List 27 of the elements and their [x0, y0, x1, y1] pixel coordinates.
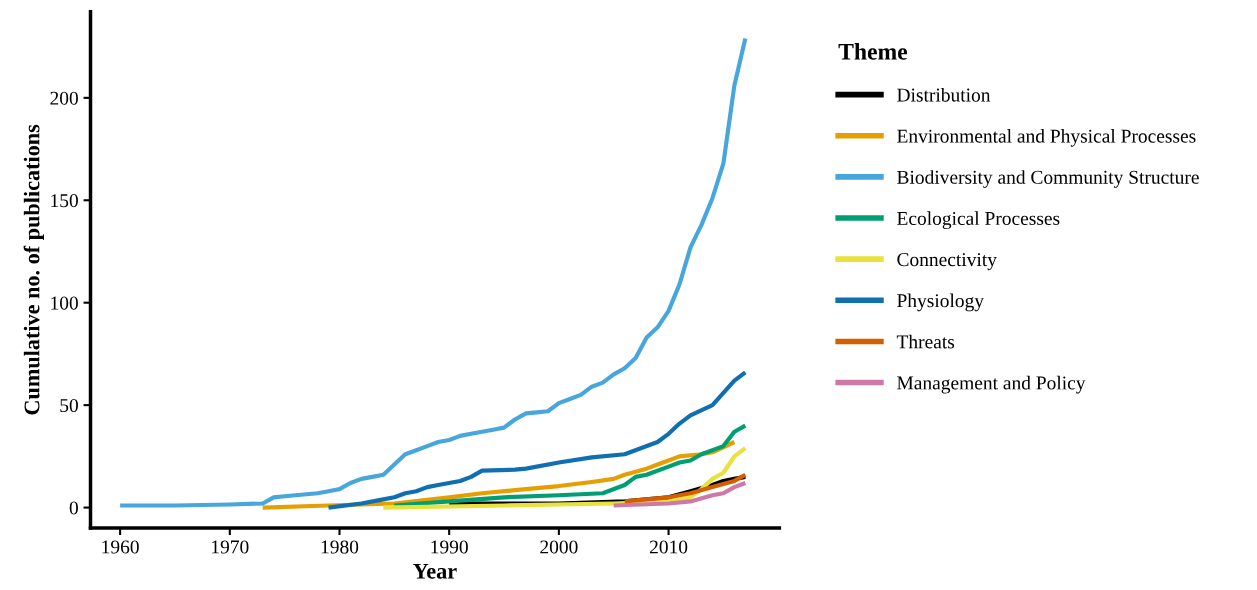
- line-series: [326, 370, 748, 510]
- y-axis-title: Cumulative no. of publications: [23, 124, 44, 415]
- legend-label: Management and Policy: [897, 375, 1086, 394]
- legend-label: Threats: [896, 334, 955, 349]
- line-series: [118, 36, 748, 508]
- legend-title: Theme: [838, 43, 908, 60]
- legend-label: Ecological Processes: [897, 211, 1060, 230]
- x-axis-title: Year: [413, 563, 457, 579]
- x-tick-label: 1990: [431, 540, 468, 554]
- line-series: [622, 472, 748, 504]
- y-tick-label: 50: [60, 398, 78, 413]
- legend-label: Biodiversity and Community Structure: [897, 170, 1199, 188]
- y-tick-label: 100: [51, 296, 78, 310]
- legend-label: Environmental and Physical Processes: [897, 129, 1196, 147]
- legend-label: Connectivity: [897, 253, 997, 271]
- line-series: [392, 423, 748, 508]
- x-tick-label: 2010: [649, 540, 688, 554]
- legend-label: Physiology: [897, 293, 984, 312]
- y-tick-label: 150: [51, 194, 78, 208]
- y-tick-label: 200: [50, 91, 78, 105]
- line-series: [611, 480, 748, 508]
- legend-label: Distribution: [897, 87, 991, 102]
- y-tick-label: 0: [69, 501, 78, 515]
- x-tick-label: 2000: [540, 540, 578, 554]
- x-tick-label: 1980: [321, 540, 359, 554]
- x-tick-label: 1960: [102, 540, 139, 554]
- x-tick-label: 1970: [212, 540, 249, 554]
